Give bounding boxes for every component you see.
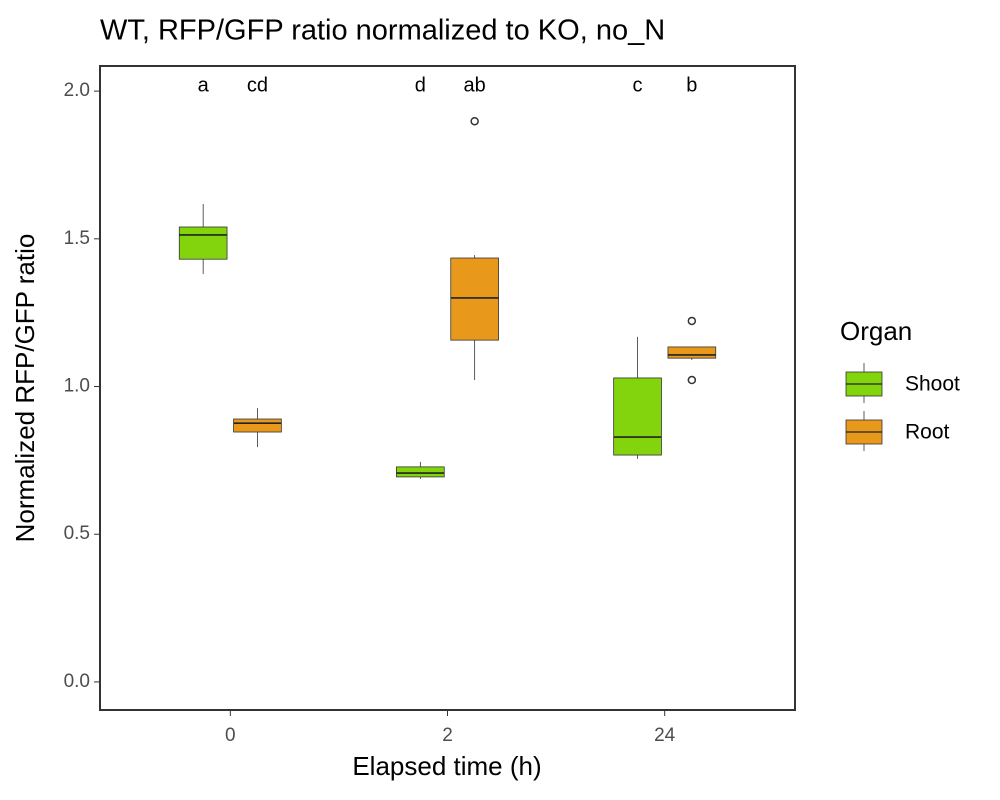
box bbox=[178, 226, 228, 260]
y-axis-label: Normalized RFP/GFP ratio bbox=[10, 234, 40, 543]
plot-border bbox=[99, 65, 796, 711]
box bbox=[396, 466, 445, 478]
y-tick-label: 1.5 bbox=[64, 228, 90, 249]
outlier bbox=[687, 316, 697, 326]
x-tick-label: 0 bbox=[225, 725, 236, 746]
group-label: ab bbox=[464, 74, 486, 96]
group-label: d bbox=[415, 74, 426, 96]
box bbox=[450, 257, 499, 341]
chart-title: WT, RFP/GFP ratio normalized to KO, no_N bbox=[100, 15, 665, 47]
group-label: cd bbox=[247, 74, 268, 96]
box bbox=[613, 377, 662, 456]
y-tick-label: 2.0 bbox=[64, 80, 90, 101]
box bbox=[667, 346, 717, 359]
y-tick-label: 1.0 bbox=[64, 376, 90, 397]
y-tick-label: 0.5 bbox=[64, 523, 90, 544]
group-label: b bbox=[686, 74, 697, 96]
legend-title: Organ bbox=[840, 316, 912, 346]
outlier bbox=[687, 375, 697, 385]
x-tick-label: 24 bbox=[654, 725, 676, 746]
box bbox=[233, 418, 282, 433]
outlier bbox=[470, 116, 479, 126]
group-label: a bbox=[198, 74, 210, 96]
legend-label: Root bbox=[905, 421, 950, 444]
x-tick-label: 2 bbox=[442, 725, 453, 746]
group-label: c bbox=[633, 74, 643, 96]
y-tick-label: 0.0 bbox=[64, 671, 90, 692]
x-axis-label: Elapsed time (h) bbox=[352, 751, 541, 781]
legend-label: Shoot bbox=[905, 373, 960, 396]
